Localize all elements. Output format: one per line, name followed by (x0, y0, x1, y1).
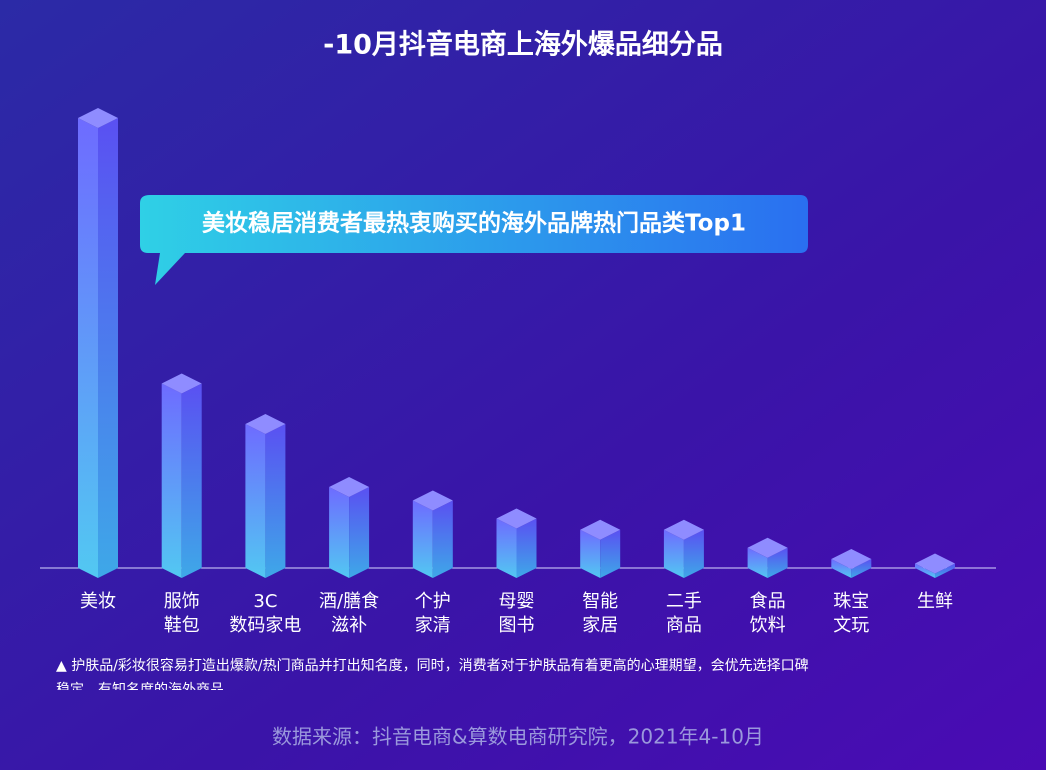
bar (831, 549, 872, 578)
bar-face-left (245, 424, 266, 578)
bar-face-left (915, 563, 935, 578)
bar-face-left (831, 559, 852, 578)
bar (78, 108, 118, 578)
x-tick-label: 服饰 (164, 591, 200, 612)
bar-face-right (432, 500, 453, 578)
x-tick-label: 母婴 (499, 591, 535, 612)
bar-face-right (600, 529, 621, 578)
bar-top (245, 414, 286, 434)
bar-top (831, 549, 872, 569)
x-tick-label: 饮料 (750, 615, 786, 636)
bar-face-right (851, 559, 872, 578)
x-tick-label: 商品 (666, 615, 702, 636)
source: 数据来源：抖音电商&算数电商研究院，2021年4-10月 (272, 725, 764, 749)
x-tick-label: 美妆 (80, 591, 116, 612)
annotation: 美妆稳居消费者最热衷购买的海外品牌热门品类Top1 (202, 210, 746, 237)
bar-face-left (78, 118, 98, 578)
x-tick-label: 文玩 (833, 615, 869, 636)
x-tick-label: 个护 (415, 591, 451, 612)
bar-face-right (767, 547, 788, 578)
x-tick-label: 酒/膳食 (319, 591, 379, 612)
x-tick-label: 生鲜 (917, 591, 953, 612)
bar-face-left (496, 518, 517, 578)
bar (663, 519, 704, 578)
bar (245, 414, 286, 578)
x-tick-label: 家清 (415, 615, 451, 636)
bar (496, 508, 537, 578)
bar-top (915, 553, 955, 574)
bar (161, 373, 202, 578)
bar-top (496, 508, 537, 529)
x-tick-label: 滋补 (331, 615, 367, 636)
bar-face-right (935, 563, 955, 578)
footnote: ▲ 护肤品/彩妆很容易打造出爆款/热门商品并打出知名度，同时，消费者对于护肤品有… (56, 657, 809, 674)
x-tick-label: 鞋包 (164, 615, 200, 636)
bar (412, 490, 453, 578)
bar-face-left (747, 547, 768, 578)
callout-box (140, 195, 808, 285)
bar-top (329, 477, 370, 497)
x-tick-label: 图书 (499, 615, 535, 636)
bar-face-left (580, 529, 601, 578)
bar-face-left (663, 529, 684, 578)
bar-face-right (516, 518, 537, 578)
bar (580, 519, 621, 578)
bar-face-right (683, 529, 704, 578)
bar-face-left (412, 500, 433, 578)
x-tick-label: 3C (253, 591, 277, 612)
footnote: 稳定、有知名度的海外商品 (56, 681, 224, 698)
bar-face-right (181, 383, 202, 578)
bar-top (747, 537, 788, 558)
bar-top (580, 519, 621, 540)
bar-face-right (349, 487, 370, 578)
bar (329, 477, 370, 578)
x-tick-label: 数码家电 (229, 615, 301, 636)
bar-top (78, 108, 118, 128)
bar (915, 553, 955, 578)
x-tick-label: 智能 (582, 591, 618, 612)
x-tick-label: 二手 (666, 591, 702, 612)
bar-face-left (161, 383, 182, 578)
bar-top (412, 490, 453, 511)
bar-face-left (329, 487, 350, 578)
bar (747, 537, 788, 578)
x-tick-label: 家居 (582, 615, 618, 636)
bar-top (161, 373, 202, 394)
x-tick-label: 珠宝 (833, 591, 869, 612)
x-tick-label: 食品 (750, 591, 786, 612)
bar-face-right (98, 118, 118, 578)
bar-face-right (265, 424, 286, 578)
chart-title: -10月抖音电商上海外爆品细分品 (323, 29, 723, 61)
callout: 美妆稳居消费者最热衷购买的海外品牌热门品类Top1 (140, 195, 808, 285)
bar-top (663, 519, 704, 540)
bars (78, 108, 955, 578)
